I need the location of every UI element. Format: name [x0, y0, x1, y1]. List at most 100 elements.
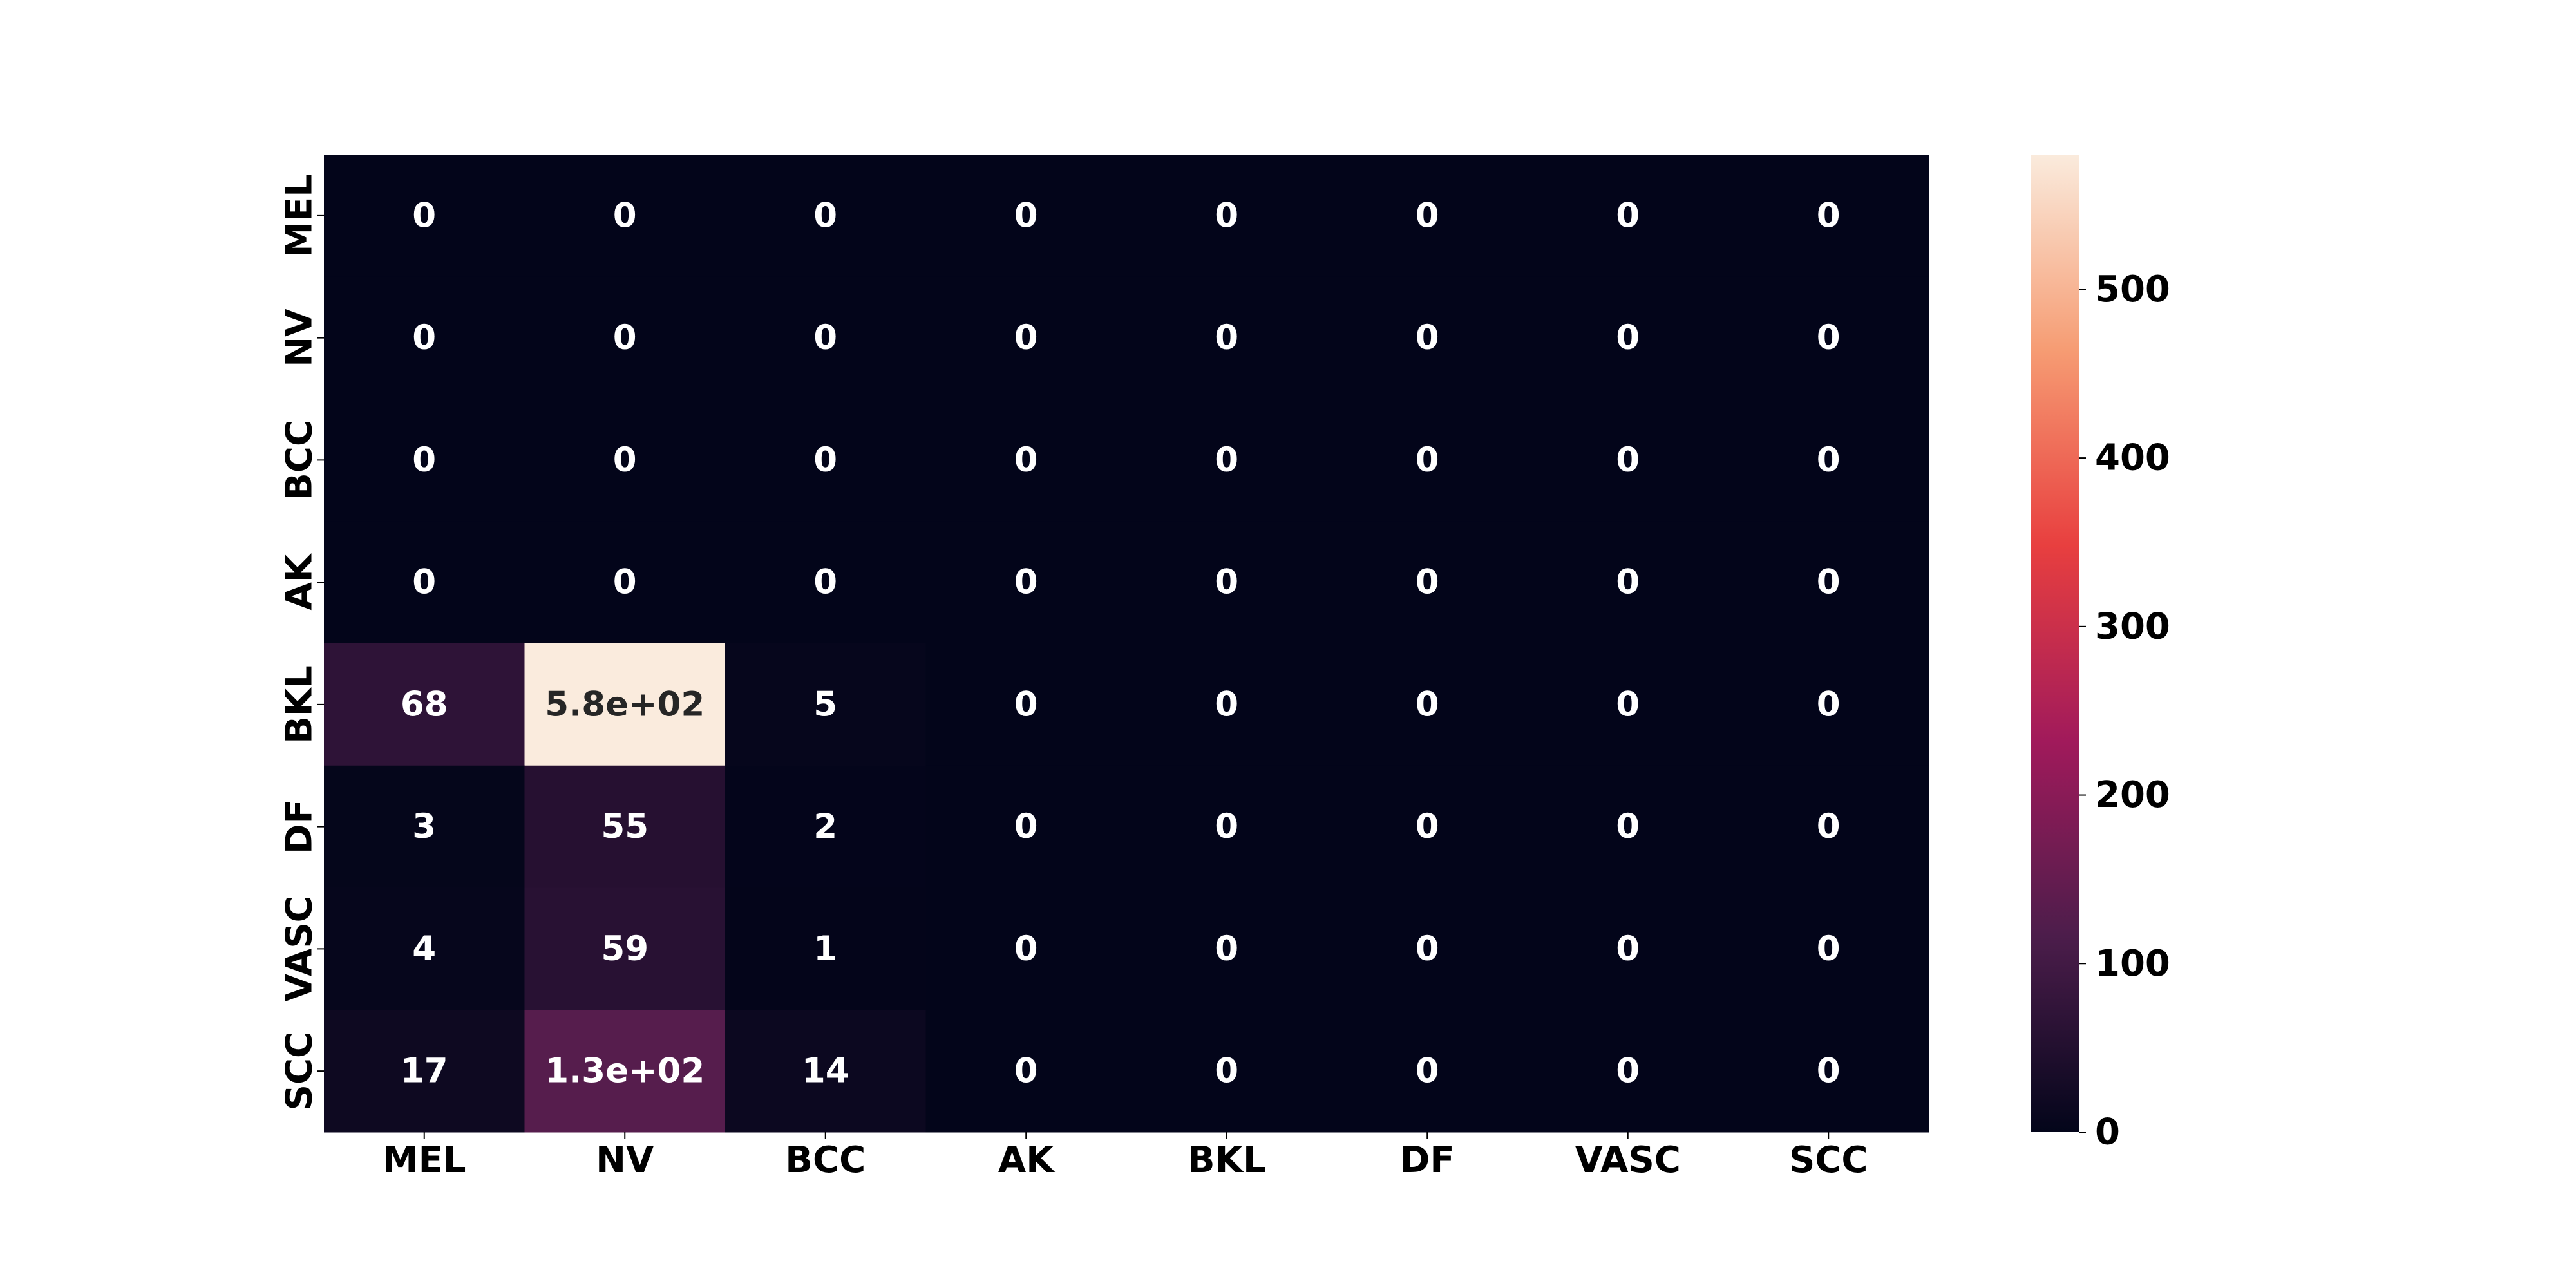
heatmap-cell	[324, 155, 525, 278]
cell-value-label: 0	[1215, 563, 1238, 602]
cell-value-label: 0	[1014, 929, 1038, 969]
cell-value-label: 0	[1215, 929, 1238, 969]
cell-value-label: 0	[1416, 929, 1439, 969]
heatmap-cell	[524, 887, 726, 1010]
cell-value-label: 0	[1817, 929, 1841, 969]
heatmap-cell	[1126, 887, 1327, 1010]
heatmap-cell	[925, 521, 1127, 644]
cell-value-label: 0	[1817, 318, 1841, 357]
cell-value-label: 0	[412, 563, 436, 602]
cell-value-label: 0	[1014, 1052, 1038, 1091]
heatmap-cell	[524, 521, 726, 644]
cell-value-label: 5.8e+02	[545, 685, 705, 724]
y-axis: MEL NV BCC AK BKL DF VASC SCC	[279, 174, 324, 1110]
heatmap-cell	[524, 1010, 726, 1133]
heatmap-cell	[1528, 276, 1728, 399]
x-tick-label: VASC	[1575, 1139, 1681, 1181]
cell-value-label: 0	[1817, 440, 1841, 480]
cell-value-label: 0	[1014, 685, 1038, 724]
heatmap-cell	[324, 399, 525, 522]
x-axis: MEL NV BCC AK BKL DF VASC SCC	[383, 1132, 1868, 1181]
cell-value-label: 1	[813, 929, 837, 969]
colorbar-tick-label: 0	[2095, 1112, 2120, 1153]
cell-value-label: 0	[1416, 685, 1439, 724]
colorbar-ticks: 0 100 200 300 400 500	[2079, 269, 2170, 1153]
cell-value-label: 0	[412, 318, 436, 357]
heatmap-cell	[925, 155, 1127, 278]
cell-value-label: 0	[1014, 318, 1038, 357]
cell-value-label: 0	[1616, 440, 1640, 480]
cell-value-label: 0	[1817, 685, 1841, 724]
cell-value-label: 0	[1616, 685, 1640, 724]
heatmap-cell	[1327, 643, 1528, 766]
heatmap-cell	[1327, 276, 1528, 399]
heatmap-cell	[1728, 276, 1929, 399]
cell-value-label: 0	[1817, 807, 1841, 846]
cell-value-label: 0	[813, 440, 837, 480]
cell-value-label: 0	[1014, 196, 1038, 235]
heatmap-cell	[725, 887, 926, 1010]
colorbar-tick-label: 500	[2095, 269, 2170, 310]
cell-value-label: 3	[412, 807, 436, 846]
heatmap-cell	[925, 399, 1127, 522]
y-tick-label: NV	[279, 308, 321, 367]
colorbar-tick-label: 200	[2095, 774, 2170, 816]
cell-value-label: 0	[613, 563, 637, 602]
y-tick-label: BKL	[279, 665, 321, 744]
heatmap-cell	[1327, 765, 1528, 888]
heatmap-cell	[324, 1010, 525, 1133]
heatmap-cell	[725, 643, 926, 766]
cell-value-label: 0	[1215, 685, 1238, 724]
heatmap-cell	[324, 276, 525, 399]
heatmap-cell	[925, 643, 1127, 766]
cell-value-label: 0	[1416, 196, 1439, 235]
heatmap-cell	[1528, 887, 1728, 1010]
heatmap-cell	[725, 276, 926, 399]
heatmap-cell	[524, 765, 726, 888]
cell-value-label: 68	[401, 685, 448, 724]
cell-value-label: 0	[613, 196, 637, 235]
heatmap-cell	[925, 765, 1127, 888]
heatmap-cell	[1126, 643, 1327, 766]
heatmap-cell	[725, 765, 926, 888]
heatmap-cell	[1528, 1010, 1728, 1133]
heatmap-cell	[1728, 521, 1929, 644]
cell-value-label: 0	[1416, 318, 1439, 357]
x-tick-label: NV	[596, 1139, 654, 1181]
heatmap-cell	[1327, 399, 1528, 522]
x-tick-label: DF	[1400, 1139, 1455, 1181]
heatmap-cell	[925, 276, 1127, 399]
heatmap-cell	[1528, 155, 1728, 278]
cell-annotations: 0 0 0 0 0 0 0 0 0 0 0 0 0 0 0 0 0 0 0 0 0 0 0 0 0 0 0 0 0 0 0 0 68 5.8e+0…	[401, 196, 1841, 1090]
cell-value-label: 1.3e+02	[545, 1052, 705, 1091]
y-tick-label: AK	[279, 553, 321, 610]
heatmap-cell	[1126, 1010, 1327, 1133]
cell-value-label: 0	[412, 440, 436, 480]
cell-value-label: 0	[1817, 563, 1841, 602]
cell-value-label: 0	[1817, 1052, 1841, 1091]
heatmap-cell	[1126, 399, 1327, 522]
heatmap-cell	[1528, 643, 1728, 766]
heatmap-cell	[1728, 887, 1929, 1010]
heatmap-cell	[1126, 276, 1327, 399]
cell-value-label: 0	[1616, 1052, 1640, 1091]
cell-value-label: 0	[613, 440, 637, 480]
cell-value-label: 0	[1014, 440, 1038, 480]
y-tick-label: BCC	[279, 420, 321, 500]
cell-value-label: 0	[813, 196, 837, 235]
heatmap-cell	[324, 887, 525, 1010]
heatmap-cell	[725, 155, 926, 278]
heatmap-cell	[1728, 155, 1929, 278]
cell-value-label: 0	[1616, 318, 1640, 357]
heatmap-cell	[1126, 765, 1327, 888]
heatmap-cell	[1327, 521, 1528, 644]
x-tick-label: SCC	[1789, 1139, 1868, 1181]
cell-value-label: 0	[613, 318, 637, 357]
heatmap-cell	[1327, 887, 1528, 1010]
cell-value-label: 59	[601, 929, 649, 969]
heatmap-cell	[1126, 521, 1327, 644]
cell-value-label: 0	[1416, 563, 1439, 602]
cell-value-label: 0	[1416, 807, 1439, 846]
heatmap-cell	[524, 276, 726, 399]
